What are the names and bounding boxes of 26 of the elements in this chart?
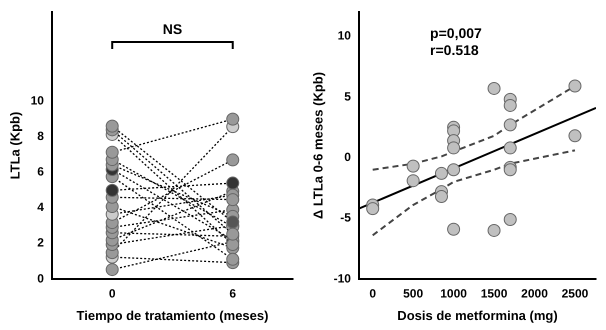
y-tick-label: 0 xyxy=(344,150,352,164)
y-tick-label: -10 xyxy=(334,271,352,286)
x-tick-label: 500 xyxy=(403,286,424,301)
y-tick-label: 0 xyxy=(37,271,44,286)
y-tick-label: 5 xyxy=(344,89,352,104)
y-tick-label: 6 xyxy=(37,164,44,179)
annotation: p=0,007 xyxy=(430,24,482,41)
annotation: NS xyxy=(162,20,182,37)
x-tick-label: 0 xyxy=(369,286,376,301)
x-tick-label: 0 xyxy=(108,286,116,301)
y-axis-title: Δ LTLa 0-6 meses (Kpb) xyxy=(310,72,326,220)
x-tick-label: 1000 xyxy=(440,286,468,301)
y-axis-title: LTLa (Kpb) xyxy=(7,112,22,180)
y-tick-label: 10 xyxy=(338,28,352,43)
y-tick-label: 2 xyxy=(37,236,44,250)
y-tick-label: 8 xyxy=(37,128,44,143)
x-tick-label: 2500 xyxy=(562,286,589,301)
x-axis-title: Dosis de metformina (mg) xyxy=(397,308,558,323)
x-axis-title: Tiempo de tratamiento (meses) xyxy=(76,308,268,323)
x-tick-label: 2000 xyxy=(521,286,548,301)
x-tick-label: 6 xyxy=(229,286,236,301)
y-tick-label: 4 xyxy=(37,200,44,214)
annotation: r=0.518 xyxy=(430,42,479,58)
y-tick-label: -5 xyxy=(340,210,352,225)
y-tick-label: 10 xyxy=(30,93,44,108)
x-tick-label: 1500 xyxy=(480,286,508,301)
